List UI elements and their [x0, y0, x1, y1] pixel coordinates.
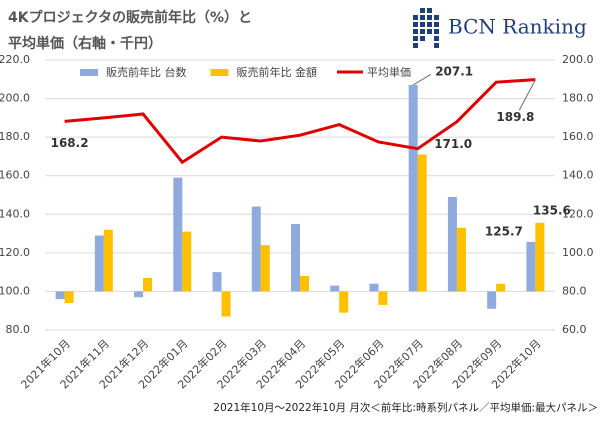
y-tick-label: 140.0 — [0, 207, 30, 220]
bar — [417, 154, 427, 292]
data-label: 135.6 — [533, 203, 571, 217]
bar — [456, 227, 466, 292]
chart-title: 4Kプロジェクタの販売前年比（%）と — [8, 9, 252, 26]
y2-tick-label: 120.0 — [562, 207, 594, 220]
bar — [378, 291, 388, 305]
bar — [291, 223, 300, 292]
y2-tick-label: 140.0 — [562, 169, 594, 182]
y-tick-label: 160.0 — [0, 169, 30, 182]
chart-title: 平均単価（右軸・千円） — [8, 35, 162, 52]
y2-tick-label: 180.0 — [562, 92, 594, 105]
data-label: 125.7 — [485, 224, 523, 238]
bar — [300, 276, 309, 292]
data-label: 207.1 — [435, 64, 473, 78]
legend-label: 販売前年比 金額 — [237, 65, 318, 79]
legend-swatch — [210, 69, 229, 76]
y2-tick-label: 100.0 — [562, 246, 594, 259]
bar — [496, 283, 506, 292]
y-tick-label: 200.0 — [0, 92, 30, 105]
bar — [134, 291, 144, 298]
y-tick-label: 180.0 — [0, 130, 30, 143]
bar — [260, 245, 270, 292]
legend-label: 販売前年比 台数 — [106, 65, 187, 79]
data-label: 171.0 — [434, 137, 472, 151]
brand: BCN Ranking — [448, 15, 587, 39]
bar — [182, 231, 192, 292]
y-tick-label: 100.0 — [0, 284, 30, 297]
y2-tick-label: 200.0 — [562, 53, 594, 66]
bar — [55, 291, 65, 300]
line — [64, 78, 536, 165]
bar — [221, 291, 231, 317]
bar — [212, 272, 222, 292]
bar — [487, 291, 497, 309]
bar — [339, 291, 349, 313]
legend-swatch — [80, 69, 98, 76]
bar — [447, 196, 457, 292]
footnote: 2021年10月～2022年10月 月次＜前年比:時系列パネル／平均単価:最大パ… — [213, 401, 598, 414]
bar — [64, 291, 74, 303]
bar — [535, 222, 545, 292]
bar — [369, 283, 379, 292]
y-tick-label: 80.0 — [6, 323, 31, 336]
y2-tick-label: 80.0 — [562, 284, 587, 297]
data-label: 189.8 — [496, 110, 534, 124]
bar — [143, 277, 153, 292]
bar — [526, 241, 536, 292]
bar — [330, 285, 340, 292]
bar — [408, 84, 418, 292]
bar — [94, 235, 104, 292]
bar — [103, 229, 113, 292]
y-tick-label: 120.0 — [0, 246, 30, 259]
y-tick-label: 220.0 — [0, 53, 30, 66]
y2-tick-label: 160.0 — [562, 130, 594, 143]
legend-label: 平均単価 — [367, 65, 411, 79]
y2-tick-label: 60.0 — [562, 323, 587, 336]
logo-icon — [413, 8, 439, 48]
leader-line — [412, 74, 432, 86]
bar — [173, 177, 183, 292]
data-label: 168.2 — [51, 136, 89, 150]
bar — [251, 206, 261, 292]
leader-line — [518, 79, 536, 111]
